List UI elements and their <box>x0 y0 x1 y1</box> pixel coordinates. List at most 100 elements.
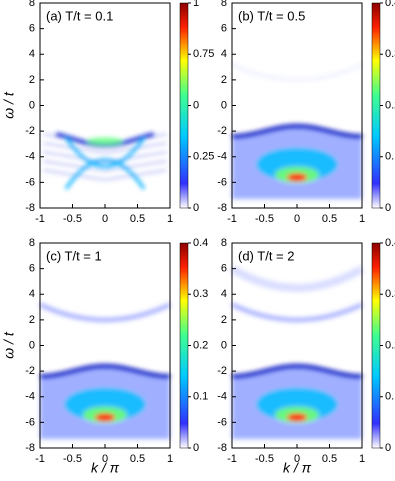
spot <box>287 413 307 422</box>
y-axis-label: ω / t <box>1 91 17 119</box>
colorbar-tick-label: 0 <box>385 442 391 454</box>
colorbar-tick-label: 0 <box>193 202 199 214</box>
spectral-map <box>231 64 363 200</box>
y-tick-label: 0 <box>29 339 35 351</box>
y-tick-label: -6 <box>25 416 35 428</box>
y-tick-label: 8 <box>221 0 227 9</box>
y-tick-label: -4 <box>217 391 227 403</box>
x-tick-label: 1 <box>167 213 173 225</box>
x-tick-label: 0.5 <box>130 213 145 225</box>
y-tick-label: 8 <box>221 237 227 249</box>
spot <box>95 413 115 422</box>
colorbar-tick-label: 0.2 <box>193 339 208 351</box>
y-tick-label: 0 <box>221 339 227 351</box>
colorbar-tick-label: 0.2 <box>385 339 395 351</box>
colorbar-tick-label: 0.4 <box>193 237 208 249</box>
x-tick-label: 0 <box>294 213 300 225</box>
y-tick-label: 4 <box>221 288 227 300</box>
y-tick-label: -6 <box>217 416 227 428</box>
y-tick-label: 2 <box>29 74 35 86</box>
colorbar-tick-label: 0.3 <box>193 288 208 300</box>
y-tick-label: 8 <box>29 0 35 9</box>
y-tick-label: -8 <box>25 442 35 454</box>
x-tick-label: -1 <box>227 453 237 465</box>
colorbar-tick-label: 0.1 <box>193 391 208 403</box>
x-tick-label: 0.5 <box>130 453 145 465</box>
x-tick-label: 1 <box>359 453 365 465</box>
x-tick-label: 0 <box>294 453 300 465</box>
colorbar-tick-label: 0.1 <box>385 391 395 403</box>
colorbar-tick-label: 0.3 <box>385 48 395 60</box>
colorbar-tick-label: 0 <box>193 442 199 454</box>
plot-frame <box>39 2 171 209</box>
y-tick-label: 4 <box>29 48 35 60</box>
y-axis-label: ω / t <box>1 331 17 359</box>
band <box>43 160 167 172</box>
band <box>231 123 363 139</box>
band <box>43 169 167 181</box>
x-tick-label: 0 <box>102 453 108 465</box>
panel-title: (a) T/t = 0.1 <box>46 8 113 23</box>
colorbar-tick-label: 0.75 <box>193 48 214 60</box>
panel-title: (b) T/t = 0.5 <box>238 8 305 23</box>
x-tick-label: 0.5 <box>322 453 337 465</box>
spectral-map <box>39 302 171 440</box>
band <box>231 302 363 322</box>
y-tick-label: 6 <box>29 23 35 35</box>
x-tick-label: 1 <box>359 213 365 225</box>
x-tick-label: -1 <box>35 453 45 465</box>
y-tick-label: 6 <box>29 263 35 275</box>
spot <box>287 173 307 182</box>
colorbar <box>371 2 381 209</box>
x-tick-label: -0.5 <box>63 213 82 225</box>
colorbar <box>179 2 189 209</box>
y-tick-label: 2 <box>29 314 35 326</box>
x-tick-label: 0 <box>102 213 108 225</box>
y-tick-label: -6 <box>25 176 35 188</box>
y-tick-label: 4 <box>29 288 35 300</box>
y-tick-label: 0 <box>29 99 35 111</box>
y-tick-label: -2 <box>25 365 35 377</box>
colorbar-tick-label: 0.4 <box>385 237 395 249</box>
band <box>43 142 167 154</box>
panel-title: (c) T/t = 1 <box>46 248 102 263</box>
colorbar-tick-label: 0 <box>193 99 199 111</box>
x-tick-label: 1 <box>167 453 173 465</box>
y-tick-label: -8 <box>217 442 227 454</box>
x-tick-label: -0.5 <box>255 453 274 465</box>
x-tick-label: 0.5 <box>322 213 337 225</box>
y-tick-label: 8 <box>29 237 35 249</box>
y-tick-label: -4 <box>25 151 35 163</box>
y-tick-label: 0 <box>221 99 227 111</box>
y-tick-label: -6 <box>217 176 227 188</box>
y-tick-label: -2 <box>25 125 35 137</box>
y-tick-label: -2 <box>217 125 227 137</box>
panel-title: (d) T/t = 2 <box>238 248 294 263</box>
colorbar-tick-label: 0.2 <box>385 99 395 111</box>
x-tick-label: -1 <box>35 213 45 225</box>
band <box>231 64 363 81</box>
y-tick-label: 6 <box>221 23 227 35</box>
colorbar-tick-label: 1 <box>193 0 199 9</box>
colorbar-tick-label: 0 <box>385 202 391 214</box>
x-tick-label: -0.5 <box>63 453 82 465</box>
band <box>231 363 363 379</box>
colorbar <box>371 242 381 449</box>
y-tick-label: -2 <box>217 365 227 377</box>
y-tick-label: 6 <box>221 263 227 275</box>
y-tick-label: 2 <box>221 74 227 86</box>
colorbar-tick-label: 0.1 <box>385 151 395 163</box>
colorbar <box>179 242 189 449</box>
colorbar-tick-label: 0.4 <box>385 0 395 9</box>
x-tick-label: -0.5 <box>255 213 274 225</box>
x-tick-label: -1 <box>227 213 237 225</box>
y-tick-label: -4 <box>217 151 227 163</box>
x-axis-label: k / π <box>283 460 312 476</box>
band <box>230 265 364 292</box>
band <box>64 158 146 190</box>
y-tick-label: -4 <box>25 391 35 403</box>
colorbar-tick-label: 0.3 <box>385 288 395 300</box>
y-tick-label: 2 <box>221 314 227 326</box>
band <box>39 363 171 379</box>
